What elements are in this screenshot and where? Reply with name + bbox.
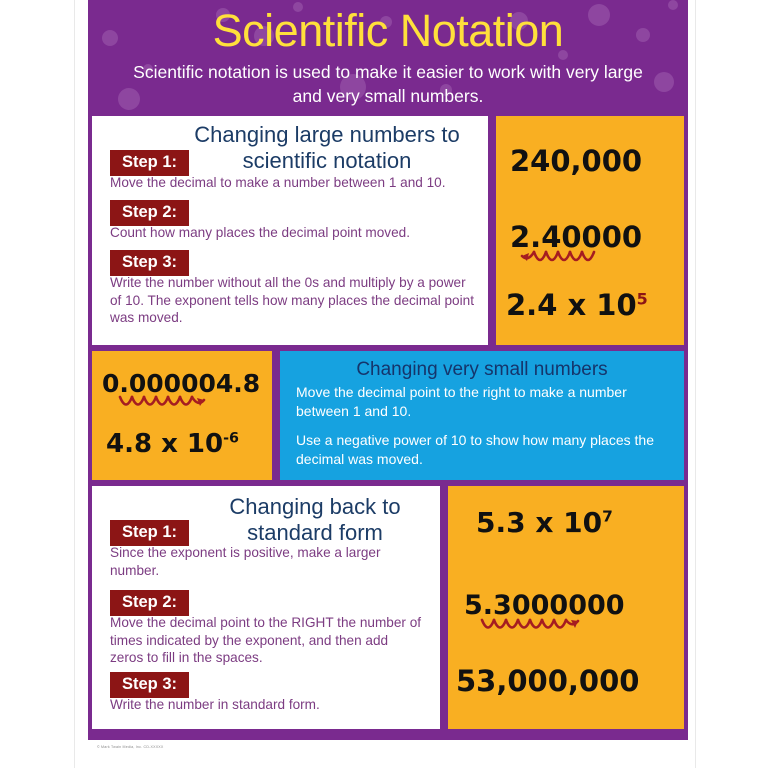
step-text-2: Count how many places the decimal point … xyxy=(110,225,410,240)
standard-example-exponent: 7 xyxy=(602,507,613,526)
standard-step-badge-3: Step 3: xyxy=(110,672,190,698)
decorative-circle xyxy=(254,26,274,46)
standard-step-text-2: Move the decimal point to the RIGHT the … xyxy=(110,615,422,665)
example-result-exponent: 5 xyxy=(636,289,648,309)
decorative-circle xyxy=(143,64,153,74)
small-example-exponent: -6 xyxy=(223,430,240,447)
example-result-mantissa: 2.4 x 10 xyxy=(506,288,637,322)
decorative-circle xyxy=(668,0,678,10)
small-numbers-paragraph-1: Move the decimal point to the right to m… xyxy=(296,384,627,419)
decorative-circle xyxy=(558,50,568,60)
step-text-1: Move the decimal to make a number betwee… xyxy=(110,175,446,190)
small-numbers-heading: Changing very small numbers xyxy=(356,359,608,380)
small-numbers-example-panel: 0.000004.8 xyxy=(92,351,272,480)
small-numbers-paragraph-2: Use a negative power of 10 to show how m… xyxy=(296,432,654,467)
section-large-numbers: Changing large numbers to scientific not… xyxy=(92,116,684,345)
decorative-circle xyxy=(380,16,392,28)
decorative-circle xyxy=(340,74,366,100)
large-numbers-example-panel: 240,000 2.40000 xyxy=(496,116,684,345)
decorative-circle xyxy=(293,2,303,12)
page-subtitle: Scientific notation is used to make it e… xyxy=(133,62,643,106)
standard-step-text-3: Write the number in standard form. xyxy=(110,697,320,712)
poster-header: Scientific Notation Scientific notation … xyxy=(88,0,688,112)
section-standard-form: Changing back to standard form Step 1: S… xyxy=(92,486,684,729)
large-numbers-heading: Changing large numbers to scientific not… xyxy=(194,122,460,173)
standard-example-expanded: 5.3000000 xyxy=(464,590,625,621)
standard-example-scientific: 5.3 x 107 xyxy=(476,506,613,539)
standard-example-mantissa: 5.3 x 10 xyxy=(476,506,603,539)
decorative-circle xyxy=(216,8,230,22)
standard-form-example-panel: 5.3 x 107 5.3000000 xyxy=(448,486,684,729)
section-small-numbers: 0.000004.8 xyxy=(92,351,684,480)
standard-step-badge-1: Step 1: xyxy=(110,520,190,546)
example-shifted-number: 2.40000 xyxy=(510,220,643,254)
example-result: 2.4 x 105 xyxy=(506,288,648,322)
step-badge-1: Step 1: xyxy=(110,150,190,176)
standard-decimal-move-arcs xyxy=(480,618,580,629)
decorative-circle xyxy=(440,84,452,96)
decorative-circle xyxy=(118,88,140,110)
poster-sheet: Scientific Notation Scientific notation … xyxy=(75,0,695,768)
small-numbers-text-panel: Changing very small numbers Move the dec… xyxy=(280,351,684,480)
standard-form-text-panel: Changing back to standard form Step 1: S… xyxy=(92,486,440,729)
step-text-3: Write the number without all the 0s and … xyxy=(110,275,474,325)
page-title: Scientific Notation xyxy=(212,5,564,56)
step-badge-2: Step 2: xyxy=(110,200,190,226)
decorative-circle xyxy=(510,12,528,30)
copyright-notice: © Mark Twain Media, Inc. CD-XXXXX xyxy=(97,745,164,749)
decorative-circle xyxy=(588,4,610,26)
standard-step-badge-2: Step 2: xyxy=(110,590,190,616)
small-example-original: 0.000004.8 xyxy=(102,369,261,398)
decorative-circle xyxy=(654,72,674,92)
standard-form-heading: Changing back to standard form xyxy=(229,494,401,545)
decorative-circle xyxy=(636,28,650,42)
step-badge-3: Step 3: xyxy=(110,250,190,276)
small-example-mantissa: 4.8 x 10 xyxy=(106,429,224,459)
small-example-result: 4.8 x 10-6 xyxy=(106,429,239,459)
decimal-move-arcs-left xyxy=(520,250,596,262)
decorative-circle xyxy=(102,30,118,46)
standard-step-text-1: Since the exponent is positive, make a l… xyxy=(110,545,381,578)
standard-example-result: 53,000,000 xyxy=(456,664,640,698)
decimal-move-arcs-right xyxy=(118,395,206,406)
example-original-number: 240,000 xyxy=(510,144,643,178)
poster-body-frame: Changing large numbers to scientific not… xyxy=(88,112,688,740)
large-numbers-text-panel: Changing large numbers to scientific not… xyxy=(92,116,488,345)
